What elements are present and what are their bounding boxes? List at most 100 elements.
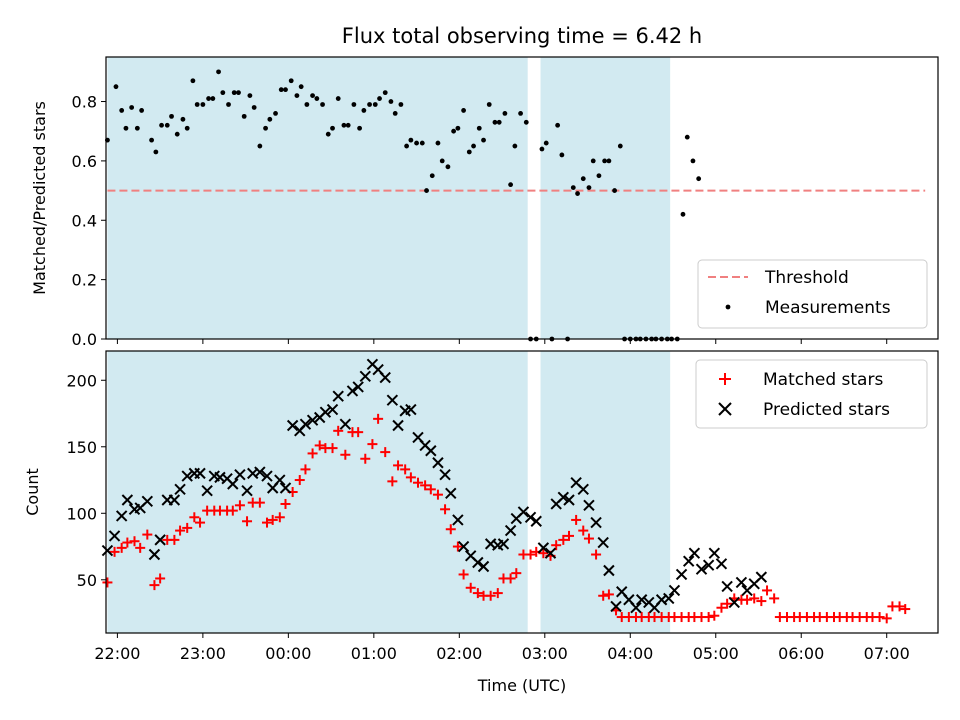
x-stroke-b [254,466,266,478]
measurements-legend-label: Measurements [765,298,891,318]
measurement-point [512,143,518,149]
measurement-point [543,140,549,146]
x-stroke-b [208,470,220,482]
measurement-point [283,87,288,93]
predicted-stars-point [721,580,733,593]
measurement-point [586,185,592,191]
predicted-stars-point [168,494,181,506]
predicted-stars-point [352,381,364,393]
predicted-stars-point [148,548,161,561]
measurement-point [429,173,435,179]
matched-stars-point [709,610,720,621]
x-stroke-b [616,586,628,598]
x-stroke-b [570,476,582,489]
measurement-point [184,125,190,131]
measurement-point [539,146,545,152]
measurement-point [194,102,200,107]
x-tick-label: 00:00 [265,644,311,663]
bottom-x-ticks: 22:00 23:00 00:00 01:00 02:00 03:00 04:00 05:00… [94,633,910,663]
matched-stars-point [267,514,278,525]
matched-stars-point [603,589,614,600]
predicted-stars-point [234,469,246,481]
measurement-point [680,211,686,217]
y-tick-label: 0.0 [72,330,97,349]
measurement-point [298,84,304,90]
measurement-point [408,137,414,143]
measurement-point [251,105,257,110]
matched-stars-point [109,546,120,557]
matched-stars-point [756,596,767,607]
x-stroke-b [583,499,595,512]
predicted-stars-point [425,445,437,457]
x-stroke-b [101,544,114,557]
matched-stars-point [175,525,186,536]
matched-stars-point [716,602,727,613]
measurement-point [231,90,237,96]
measurement-point [190,78,196,84]
matched-stars-point [874,612,885,623]
measurement-point [119,108,125,113]
predicted-legend-marker [718,402,732,416]
measurement-point [377,96,382,101]
measurement-point [304,102,310,107]
measurement-point [590,158,596,164]
measurement-point [310,93,315,98]
matched-stars-point [571,514,582,525]
measurement-point [273,111,278,116]
predicted-stars-point [517,506,530,518]
bottom-data-marks [101,358,911,624]
measurement-point [372,102,378,107]
measurement-point [149,137,154,143]
matched-stars-point [300,464,311,475]
measurement-point [696,176,702,182]
measurement-point [555,122,561,128]
x-stroke-b [241,484,253,497]
measurement-point [278,87,284,93]
matched-stars-point [135,542,146,553]
matched-stars-point [314,440,325,451]
measurement-point [129,105,135,110]
predicted-stars-point [405,403,417,416]
matched-stars-point [182,522,193,533]
x-stroke-b [577,483,589,496]
predicted-stars-point [115,510,128,522]
x-stroke-b [457,540,470,553]
predicted-stars-point [728,596,740,609]
x-stroke-b [221,472,233,485]
x-stroke-b [603,564,615,577]
x-stroke-b [452,514,464,526]
measurement-point [471,143,476,149]
matched-stars-point [234,500,245,511]
x-stroke-b [557,491,570,504]
measurement-point [288,78,294,84]
x-stroke-b [695,563,708,575]
x-stroke-b [537,542,550,554]
measurement-point [424,188,429,193]
matched-stars-point [189,512,200,523]
measurement-point [345,122,351,128]
matched-stars-point [591,549,602,560]
y-tick-label: 0.6 [72,152,97,171]
matched-stars-point [122,537,133,548]
x-stroke-b [168,494,181,506]
bottom-y-axis-label: Count [23,468,42,516]
matched-stars-point [762,585,773,596]
matched-stars-point [360,453,371,464]
matched-stars-point [900,604,911,615]
measurement-point [357,125,362,131]
x-tick-label: 23:00 [180,644,226,663]
predicted-stars-point [194,467,206,480]
predicted-stars-point [557,491,570,504]
matched-stars-point [465,582,476,593]
x-stroke-b [721,580,733,593]
x-tick-label: 22:00 [94,644,140,663]
predicted-stars-point [563,494,575,506]
x-stroke-b [234,469,246,481]
measurement-point [392,111,398,116]
matched-stars-point [458,569,469,580]
predicted-stars-point [319,406,332,418]
matched-stars-point [102,577,113,588]
measurement-point [320,102,325,107]
predicted-stars-point [326,403,339,416]
x-stroke-b [668,584,681,597]
